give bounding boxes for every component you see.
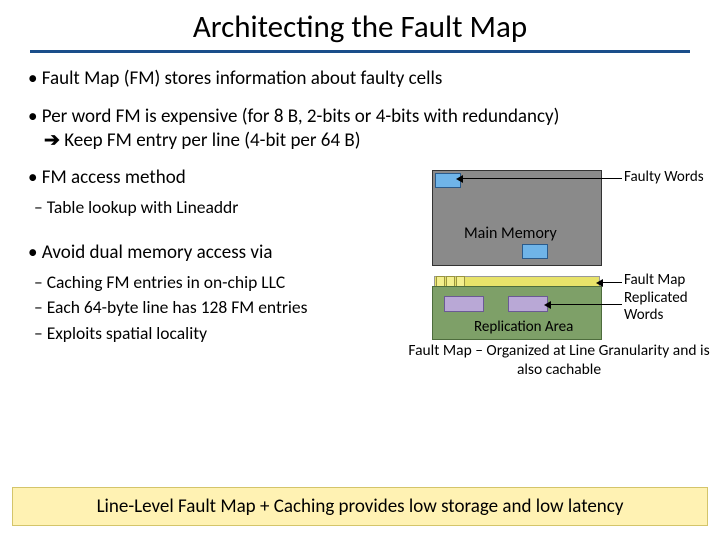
two-column-region: FM access method Table lookup with Linea…	[28, 166, 696, 345]
summary-callout: Line-Level Fault Map + Caching provides …	[12, 487, 708, 526]
bullet-avoid-dual: Avoid dual memory access via	[28, 241, 388, 265]
fault-map-side-label: Fault Map Replicated Words	[624, 272, 716, 324]
sub-64-byte-line: Each 64-byte line has 128 FM entries	[28, 296, 388, 319]
bullet-fm-stores: Fault Map (FM) stores information about …	[28, 67, 696, 91]
slide-title: Architecting the Fault Map	[0, 0, 720, 50]
replicated-word-cell	[508, 296, 548, 312]
arrow-icon: ➔	[44, 129, 60, 152]
arrow-icon	[550, 304, 622, 305]
faulty-word-cell	[522, 244, 548, 259]
sub-caching-llc: Caching FM entries in on-chip LLC	[28, 271, 388, 294]
bullet-per-word-line2: Keep FM entry per line (4-bit per 64 B)	[60, 129, 361, 152]
replicated-words-label-text: Replicated Words	[624, 289, 688, 324]
title-underline	[30, 50, 690, 53]
bullet-access-method: FM access method	[28, 166, 388, 190]
slide-content: Fault Map (FM) stores information about …	[0, 67, 720, 487]
sub-spatial-locality: Exploits spatial locality	[28, 322, 388, 345]
bullet-per-word-line1: Per word FM is expensive (for 8 B, 2-bit…	[42, 105, 560, 128]
diagram-caption: Fault Map – Organized at Line Granularit…	[404, 342, 714, 379]
replicated-word-cell	[444, 296, 484, 312]
left-text-block: FM access method Table lookup with Linea…	[28, 166, 388, 345]
faulty-words-label: Faulty Words	[624, 168, 704, 186]
arrow-icon	[602, 282, 622, 283]
fault-map-label-text: Fault Map	[624, 271, 685, 289]
memory-diagram: Main Memory Faulty Words Replication Are…	[416, 166, 716, 396]
main-memory-label: Main Memory	[464, 224, 557, 243]
sub-table-lookup: Table lookup with Lineaddr	[28, 196, 388, 219]
bullet-per-word: Per word FM is expensive (for 8 B, 2-bit…	[28, 105, 696, 153]
replication-area-label: Replication Area	[474, 318, 573, 336]
arrow-icon	[462, 178, 622, 179]
